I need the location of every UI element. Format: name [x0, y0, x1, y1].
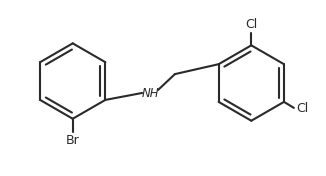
Text: Cl: Cl — [296, 102, 308, 115]
Text: NH: NH — [141, 87, 159, 100]
Text: Cl: Cl — [245, 18, 258, 32]
Text: Br: Br — [66, 134, 80, 147]
